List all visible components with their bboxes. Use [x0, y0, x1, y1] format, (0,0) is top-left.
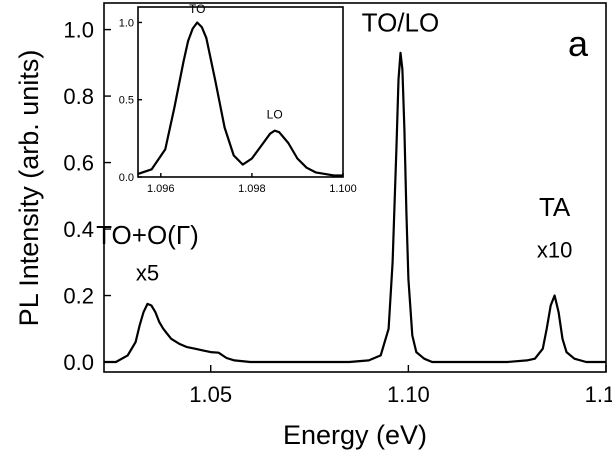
inset-plot: 1.096 1.098 1.100 0.0 0.5 1.0 TO LO — [119, 2, 357, 195]
inset-annotations: TO LO — [189, 2, 283, 121]
inset-annotation-label: TO — [189, 2, 205, 16]
inset-y-tick-label: 0.0 — [119, 172, 134, 184]
main-plot-frame — [103, 2, 607, 373]
main-annotations: TO/LO TO+O(Γ) x5 TA x10 — [96, 7, 572, 285]
inset-y-ticks: 0.0 0.5 1.0 — [119, 17, 142, 184]
main-y-tick-label: 1.0 — [63, 18, 94, 43]
main-annotation-label: x10 — [537, 237, 572, 262]
inset-spectrum-line — [137, 21, 343, 177]
inset-x-tick-label: 1.100 — [329, 183, 357, 195]
inset-y-tick-label: 1.0 — [119, 17, 134, 29]
inset-x-tick-label: 1.098 — [238, 183, 266, 195]
y-axis-title: PL Intensity (arb. units) — [14, 50, 44, 327]
inset-x-tick-label: 1.096 — [147, 183, 175, 195]
main-y-tick-label: 0.2 — [63, 284, 94, 309]
main-x-ticks: 1.05 1.10 1.15 — [189, 365, 612, 407]
main-x-tick-label: 1.05 — [189, 382, 232, 407]
main-plot: 1.05 1.10 1.15 0.0 0.2 0.4 0.6 0.8 1.0 Energy (… — [14, 2, 612, 450]
main-spectrum-line — [104, 51, 606, 364]
main-x-tick-label: 1.10 — [387, 382, 430, 407]
main-y-tick-label: 0.8 — [63, 84, 94, 109]
inset-x-ticks: 1.096 1.098 1.100 — [147, 173, 357, 195]
main-annotation-label: TA — [539, 192, 571, 222]
main-y-ticks: 0.0 0.2 0.4 0.6 0.8 1.0 — [63, 18, 111, 375]
inset-y-tick-label: 0.5 — [119, 95, 134, 107]
main-y-tick-label: 0.4 — [63, 217, 94, 242]
main-x-tick-label: 1.15 — [585, 382, 612, 407]
main-annotation-label: TO+O(Γ) — [96, 220, 199, 250]
main-y-tick-label: 0.6 — [63, 151, 94, 176]
main-y-tick-label: 0.0 — [63, 350, 94, 375]
panel-label: a — [568, 23, 589, 64]
main-annotation-label: x5 — [136, 261, 159, 286]
inset-annotation-label: LO — [267, 107, 283, 121]
main-annotation-label: TO/LO — [362, 7, 440, 37]
inset-plot-frame — [137, 6, 344, 178]
x-axis-title: Energy (eV) — [283, 420, 427, 450]
